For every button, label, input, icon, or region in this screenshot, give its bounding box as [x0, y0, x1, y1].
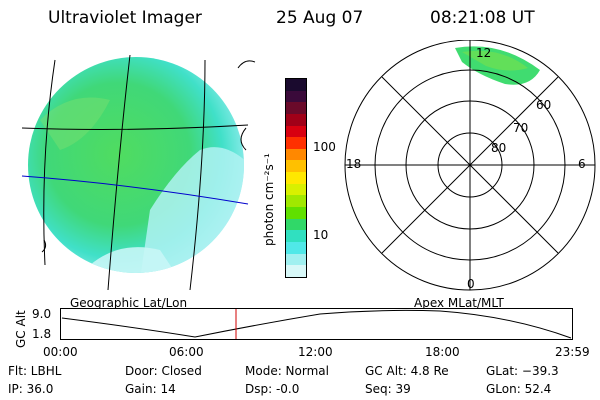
colorbar-swatch	[286, 102, 306, 114]
status-gain: Gain: 14	[125, 382, 176, 396]
colorbar-swatch	[286, 172, 306, 184]
colorbar-swatch	[286, 183, 306, 196]
colorbar-swatch	[286, 90, 306, 103]
status-ip: IP: 36.0	[8, 382, 54, 396]
colorbar-tick-10: 10	[313, 228, 329, 242]
altitude-xtick-0000: 00:00	[43, 345, 78, 359]
altitude-ytick-min: 1.8	[32, 327, 52, 341]
status-glon: GLon: 52.4	[486, 382, 552, 396]
observation-time: 08:21:08 UT	[430, 8, 535, 28]
altitude-xtick-2359: 23:59	[555, 345, 590, 359]
altitude-xtick-1200: 12:00	[298, 345, 333, 359]
colorbar-swatch	[286, 253, 306, 266]
colorbar-swatch	[286, 148, 306, 161]
polar-plot	[344, 40, 596, 291]
status-filter: Flt: LBHL	[8, 364, 62, 378]
instrument-title: Ultraviolet Imager	[48, 8, 202, 28]
colorbar-swatch	[286, 241, 306, 254]
colorbar-swatch	[286, 160, 306, 173]
mlt-label-18: 18	[346, 157, 362, 171]
colorbar-swatch	[286, 195, 306, 208]
mlt-label-6: 6	[578, 157, 586, 171]
colorbar-tick-100: 100	[313, 140, 336, 154]
observation-date: 25 Aug 07	[276, 8, 364, 28]
colorbar	[285, 78, 307, 278]
status-door: Door: Closed	[125, 364, 202, 378]
mlat-label-70: 70	[513, 121, 529, 135]
altitude-plot	[60, 308, 573, 340]
status-dsp: Dsp: -0.0	[245, 382, 300, 396]
status-glat: GLat: −39.3	[486, 364, 559, 378]
status-seq: Seq: 39	[365, 382, 411, 396]
mlt-label-12: 12	[476, 46, 492, 60]
altitude-ytick-max: 9.0	[32, 307, 52, 321]
colorbar-swatch	[286, 265, 306, 277]
colorbar-swatch	[286, 218, 306, 231]
apex-panel-label: Apex MLat/MLT	[414, 296, 504, 310]
colorbar-swatch	[286, 125, 306, 138]
altitude-ylabel: GC Alt	[14, 310, 28, 348]
altitude-xtick-0600: 06:00	[169, 345, 204, 359]
status-mode: Mode: Normal	[245, 364, 329, 378]
geographic-image	[21, 54, 256, 291]
altitude-xtick-1800: 18:00	[425, 345, 460, 359]
colorbar-unit-label: photon cm⁻²s⁻¹	[262, 153, 276, 246]
mlat-label-60: 60	[536, 98, 552, 112]
colorbar-swatch	[286, 79, 306, 91]
mlat-label-80: 80	[491, 141, 507, 155]
status-gc-alt: GC Alt: 4.8 Re	[365, 364, 449, 378]
geographic-panel-label: Geographic Lat/Lon	[70, 296, 188, 310]
colorbar-swatch	[286, 230, 306, 242]
colorbar-swatch	[286, 137, 306, 149]
mlt-label-0: 0	[467, 277, 475, 291]
colorbar-swatch	[286, 113, 306, 126]
colorbar-swatch	[286, 207, 306, 219]
